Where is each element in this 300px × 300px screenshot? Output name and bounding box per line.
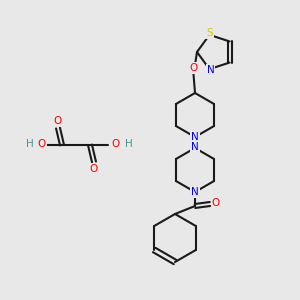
Text: S: S bbox=[206, 28, 213, 38]
Text: O: O bbox=[54, 116, 62, 126]
Text: N: N bbox=[207, 65, 214, 75]
Text: H: H bbox=[125, 139, 133, 149]
Text: O: O bbox=[189, 63, 197, 73]
Text: N: N bbox=[191, 132, 199, 142]
Text: O: O bbox=[38, 139, 46, 149]
Text: O: O bbox=[90, 164, 98, 174]
Text: N: N bbox=[191, 187, 199, 197]
Text: O: O bbox=[112, 139, 120, 149]
Text: H: H bbox=[26, 139, 34, 149]
Text: O: O bbox=[212, 198, 220, 208]
Text: N: N bbox=[191, 142, 199, 152]
